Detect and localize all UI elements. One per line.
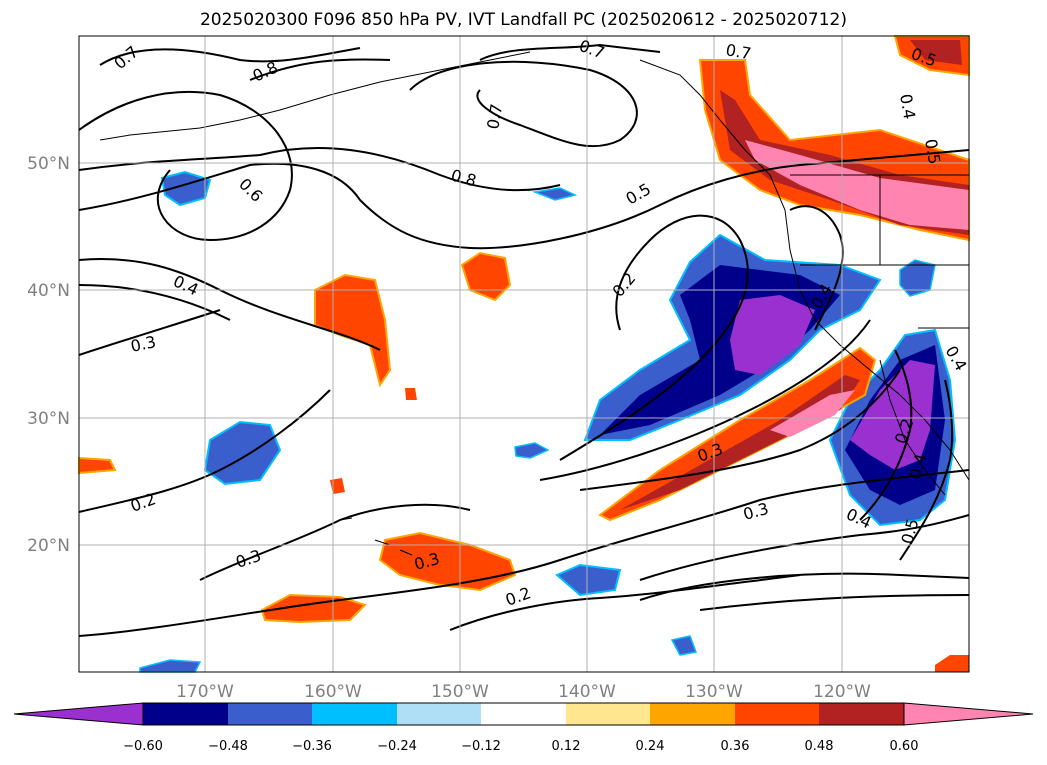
contour-south-1	[639, 572, 970, 601]
colorbar-segment	[819, 703, 904, 725]
lon-label: 120°W	[813, 682, 871, 702]
lon-label: 160°W	[304, 682, 362, 702]
contour-0p3-east	[639, 514, 970, 581]
lat-label: 30°N	[27, 409, 70, 429]
positive-blob-hawaii	[378, 531, 517, 592]
contour-0p4-offshore	[579, 369, 901, 491]
colorbar-extend-max	[903, 702, 1034, 726]
colorbar-segment	[650, 703, 735, 725]
positive-blob-south	[260, 593, 367, 624]
colorbar-segment	[735, 703, 819, 725]
colorbar-tick: −0.48	[208, 739, 248, 754]
contour-0p6	[78, 90, 293, 242]
lon-label: 140°W	[558, 682, 616, 702]
colorbar-segment	[228, 703, 312, 725]
lat-label: 40°N	[27, 281, 70, 301]
contour-0p2-offshore	[559, 214, 749, 461]
contour-0p3-south	[199, 503, 471, 581]
lon-label: 150°W	[431, 682, 489, 702]
lat-label: 20°N	[27, 536, 70, 556]
colorbar-tick: 0.60	[890, 739, 919, 754]
colorbar-tick: 0.48	[805, 739, 834, 754]
colorbar-tick: 0.36	[721, 739, 750, 754]
negative-anomaly-offshore-strong	[730, 295, 815, 375]
negative-anomaly-baja-strong	[850, 360, 935, 470]
negative-blob-140w	[555, 563, 622, 597]
positive-anomaly-streak	[598, 346, 877, 522]
contour-label: 0.3	[129, 332, 158, 356]
contour-label: 0.7	[724, 40, 752, 63]
positive-anomaly-streak-strong	[770, 390, 855, 437]
contour-0p2-south	[78, 469, 970, 637]
contour-0p7-top	[99, 47, 361, 66]
colorbar-tick: −0.60	[123, 739, 163, 754]
lon-label: 170°W	[176, 682, 234, 702]
colorbar-tick: 0.24	[636, 739, 665, 754]
colorbar-extend-min	[13, 702, 144, 726]
colorbar-frame	[142, 702, 905, 726]
latitude-labels: 50°N 40°N 30°N 20°N	[27, 154, 70, 556]
map-background	[79, 36, 969, 672]
lon-label: 130°W	[685, 682, 743, 702]
colorbar-segment	[481, 703, 566, 725]
contour-0p5-coast	[789, 205, 844, 331]
contour-label: 0.7	[483, 102, 506, 130]
negative-blob-bottom-left	[139, 659, 202, 673]
negative-blob-bottom-mid	[670, 635, 698, 656]
colorbar-tick: −0.12	[461, 739, 501, 754]
colorbar-tick: −0.24	[377, 739, 417, 754]
north-america-coast	[639, 59, 970, 481]
negative-blob-145w	[514, 442, 550, 459]
contour-0p4-mid	[78, 284, 231, 321]
contour-0p2-east	[449, 574, 801, 631]
contour-0p8-mid	[78, 147, 561, 192]
anomaly-fills	[78, 35, 970, 673]
colorbar-tick: −0.36	[292, 739, 332, 754]
positive-blob-small-2	[405, 388, 417, 400]
contour-0p7-nw	[479, 43, 661, 61]
positive-anomaly-topright-core	[910, 40, 962, 65]
lat-label: 50°N	[27, 154, 70, 174]
contour-0p8-top	[249, 58, 391, 81]
colorbar-segment	[143, 703, 228, 725]
positive-blob-bottomright	[935, 655, 969, 672]
contour-0p3-offshore	[539, 319, 871, 481]
contour-south-2	[699, 594, 970, 611]
contour-0p4-baja	[859, 349, 913, 521]
aleutian-islands	[99, 51, 531, 141]
negative-blob-north	[532, 187, 578, 201]
colorbar-segment	[397, 703, 481, 725]
contour-label: 0.5	[921, 137, 944, 165]
contour-label: 0.4	[896, 92, 919, 120]
longitude-labels: 170°W 160°W 150°W 140°W 130°W 120°W	[176, 682, 871, 702]
map-frame	[78, 35, 970, 673]
contour-0p3	[78, 309, 221, 356]
figure-title: 2025020300 F096 850 hPa PV, IVT Landfall…	[199, 10, 847, 30]
positive-blob-left	[78, 456, 117, 475]
contour-0p5-baja	[899, 379, 954, 561]
colorbar-segment	[566, 703, 650, 725]
contour-0p5	[78, 149, 970, 250]
graticule	[79, 36, 969, 672]
colorbar-tick: 0.12	[552, 739, 581, 754]
contour-0p7-loop	[409, 60, 638, 148]
positive-blob-small-1	[330, 478, 345, 494]
colorbar-segment	[312, 703, 397, 725]
colorbar: −0.60 −0.48 −0.36 −0.24 −0.12 0.12 0.24 …	[13, 702, 1034, 754]
